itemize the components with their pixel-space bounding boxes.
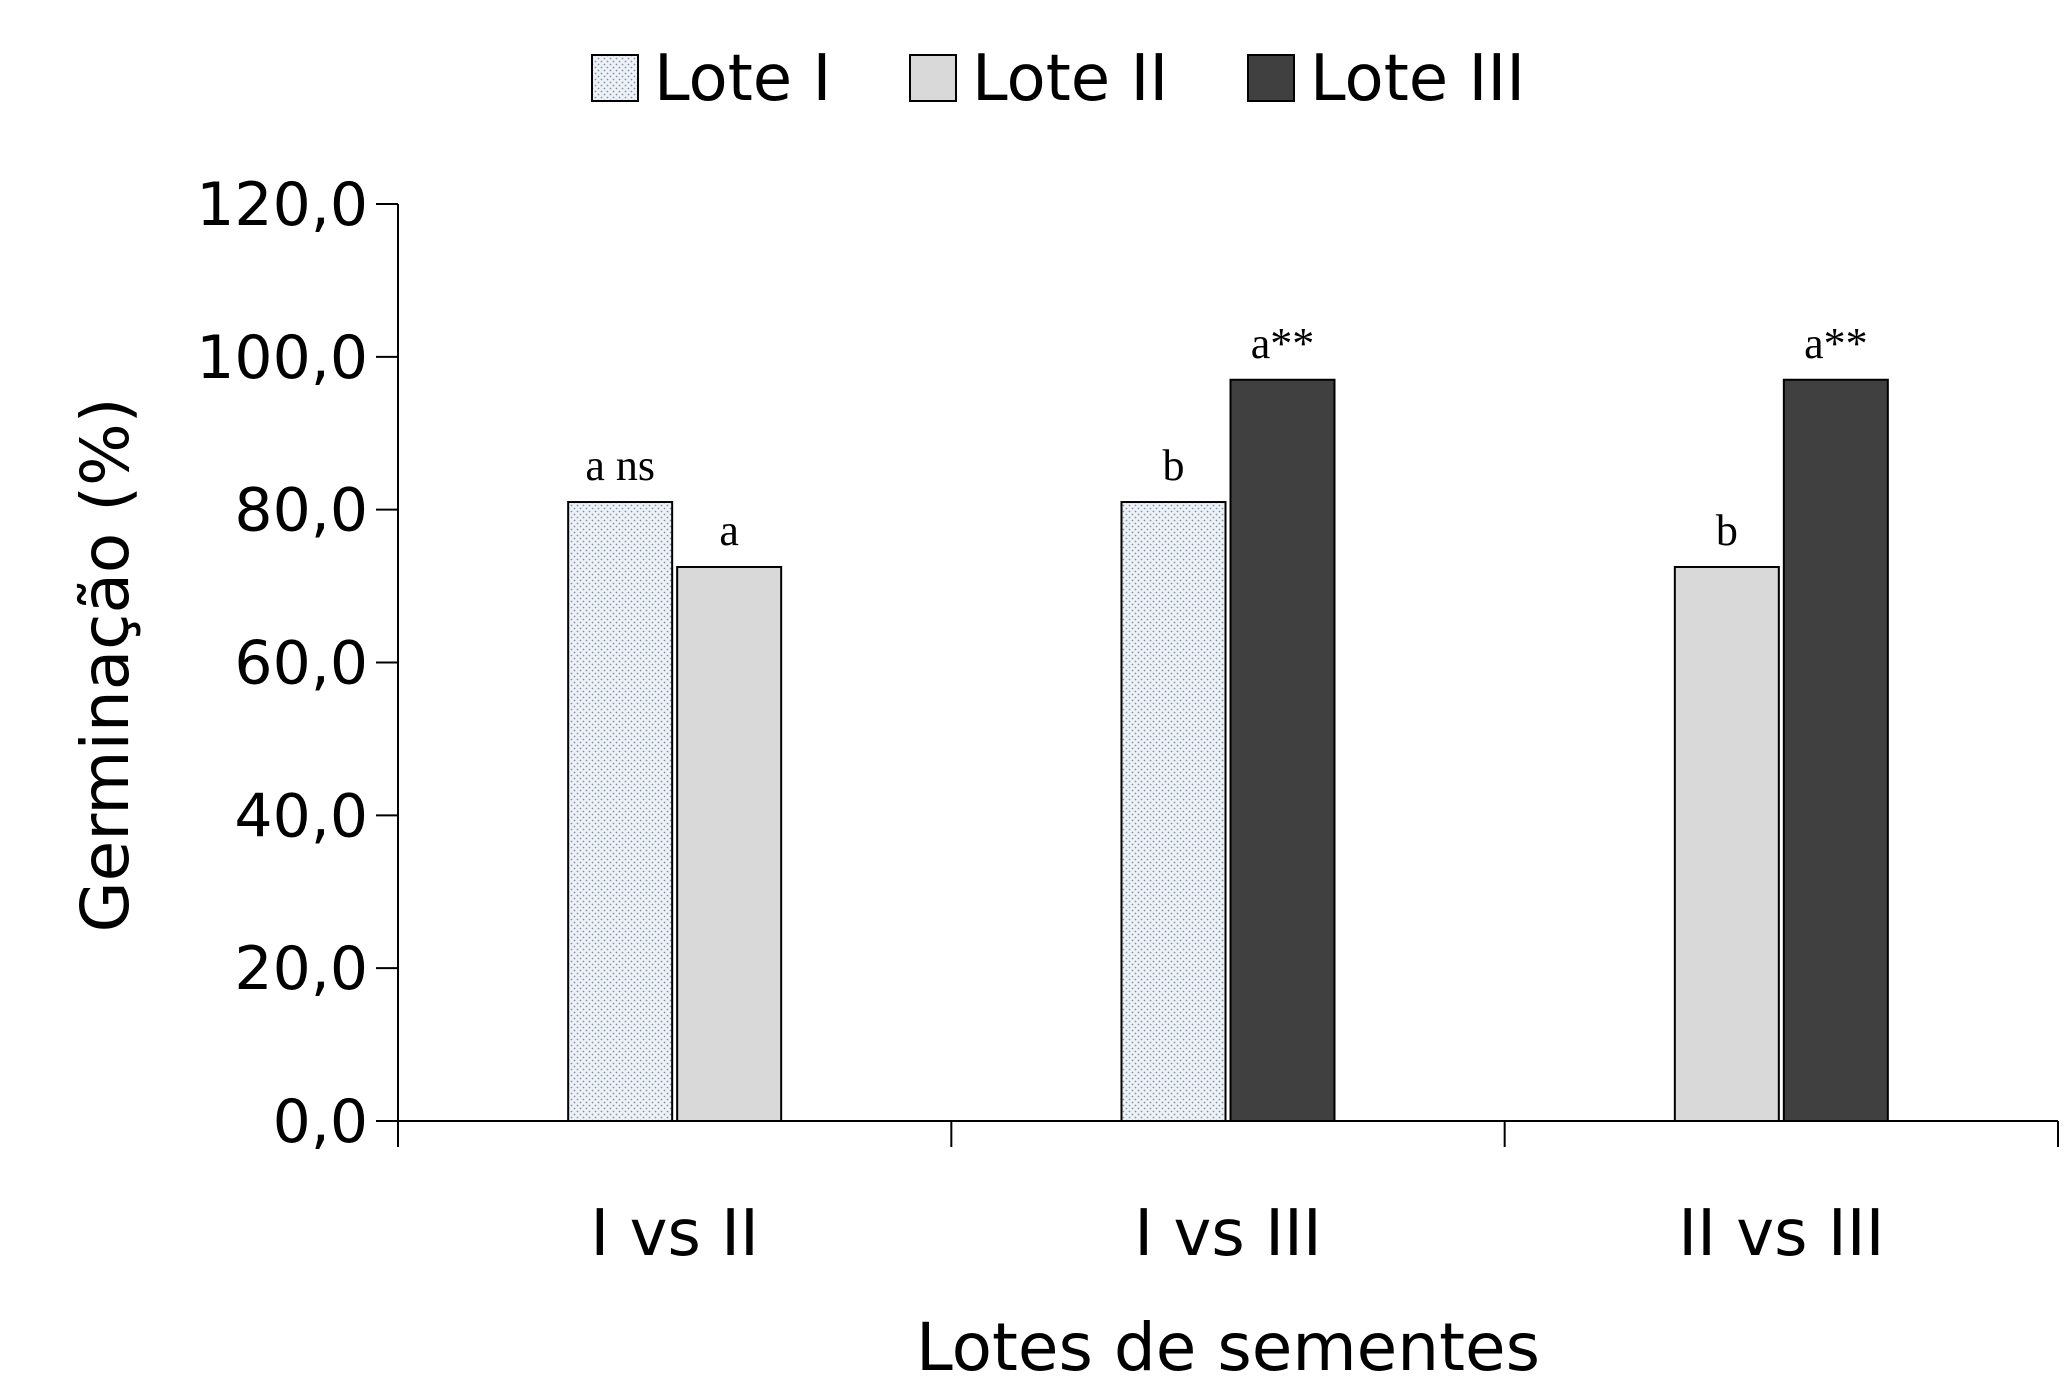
x-tick-label: I vs III [1134, 1197, 1321, 1271]
legend-swatch-lote-i [591, 54, 639, 102]
legend-swatch-lote-ii [909, 54, 957, 102]
legend-label: Lote II [972, 42, 1168, 116]
y-tick-label: 120,0 [196, 170, 368, 240]
x-tick-label: II vs III [1678, 1197, 1884, 1271]
bar-i-vs-ii-lote-ii [676, 565, 783, 1122]
bar-label: b [1716, 506, 1738, 555]
y-tick-label: 20,0 [234, 934, 368, 1004]
y-tick-label: 40,0 [234, 781, 368, 851]
legend: Lote I Lote II Lote III [591, 42, 1525, 116]
axes: 0,0 20,0 40,0 60,0 80,0 100,0 120,0 I vs II I vs… [67, 170, 2059, 1386]
y-tick-label: 80,0 [234, 476, 368, 546]
y-tick-label: 100,0 [196, 323, 368, 393]
bar-label: a [719, 506, 739, 555]
y-tick-label: 0,0 [273, 1087, 368, 1157]
bar-label: a ns [585, 441, 655, 490]
bar-ii-vs-iii-lote-iii [1782, 378, 1889, 1122]
bar-label: a** [1804, 319, 1868, 368]
bar-labels: a ns a b a** b a** [585, 319, 1867, 555]
bar-i-vs-iii-lote-iii [1229, 378, 1336, 1122]
bars [567, 378, 1889, 1122]
x-axis-title: Lotes de sementes [916, 1309, 1540, 1386]
legend-swatch-lote-iii [1247, 54, 1295, 102]
y-tick-label: 60,0 [234, 629, 368, 699]
y-axis-title: Germinação (%) [67, 398, 144, 933]
bar-ii-vs-iii-lote-ii [1673, 565, 1780, 1122]
x-tick-label: I vs II [590, 1197, 759, 1271]
bar-label: a** [1251, 319, 1315, 368]
legend-label: Lote I [654, 42, 831, 116]
bar-i-vs-iii-lote-i [1120, 501, 1227, 1122]
bar-label: b [1163, 441, 1185, 490]
bar-i-vs-ii-lote-i [567, 501, 674, 1122]
legend-label: Lote III [1310, 42, 1525, 116]
